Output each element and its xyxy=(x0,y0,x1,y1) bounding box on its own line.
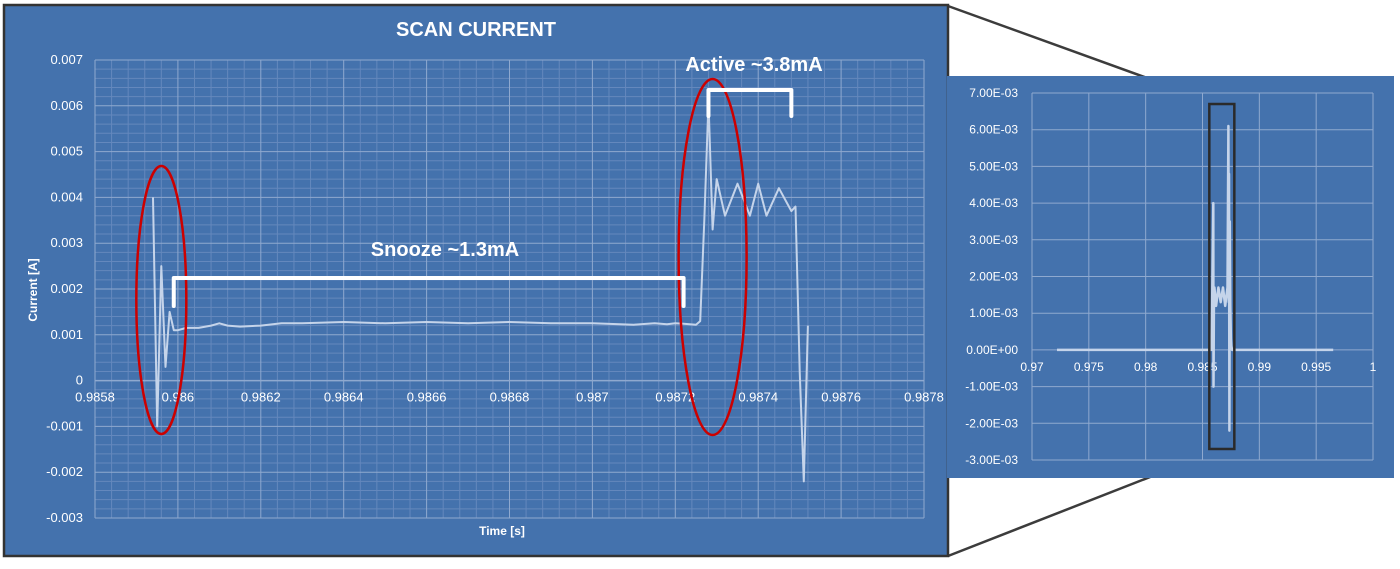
x-tick-label: 0.97 xyxy=(1020,360,1044,374)
y-tick-label: -3.00E-03 xyxy=(965,453,1018,467)
x-tick-label: 0.975 xyxy=(1074,360,1104,374)
snooze-annotation: Snooze ~1.3mA xyxy=(371,239,519,261)
y-tick-label: 0.006 xyxy=(50,98,83,113)
x-tick-label: 0.9872 xyxy=(655,390,695,405)
y-tick-label: 6.00E-03 xyxy=(969,123,1018,137)
x-tick-label: 0.9868 xyxy=(490,390,530,405)
main-gridlines xyxy=(94,59,925,519)
x-tick-label: 0.9878 xyxy=(904,390,944,405)
main-chart: -0.003 -0.002 -0.001 0 0.001 0.002 0.003 0.004 0… xyxy=(2,3,950,558)
y-tick-label: 0.003 xyxy=(50,235,83,250)
x-tick-label: 0.995 xyxy=(1301,360,1331,374)
active-bracket xyxy=(706,88,794,118)
y-tick-label: 0.005 xyxy=(50,144,83,159)
y-tick-label: 3.00E-03 xyxy=(969,233,1018,247)
startup-spike-highlight xyxy=(135,164,188,436)
inset-chart: -3.00E-03 -2.00E-03 -1.00E-03 0.00E+00 1.00E… xyxy=(947,76,1394,478)
y-tick-label: -0.003 xyxy=(46,510,83,525)
x-tick-label: 0.9876 xyxy=(821,390,861,405)
inset-y-tick-labels: -3.00E-03 -2.00E-03 -1.00E-03 0.00E+00 1.00E… xyxy=(965,86,1018,467)
y-tick-label: 4.00E-03 xyxy=(969,196,1018,210)
y-tick-label: -2.00E-03 xyxy=(965,416,1018,430)
main-x-tick-labels: 0.9858 0.986 0.9862 0.9864 0.9866 0.9868 0.987… xyxy=(75,390,944,405)
x-tick-label: 1 xyxy=(1370,360,1377,374)
y-tick-label: 0.007 xyxy=(50,52,83,67)
y-tick-label: 2.00E-03 xyxy=(969,270,1018,284)
y-tick-label: 0.004 xyxy=(50,189,83,204)
main-y-axis-label: Current [A] xyxy=(26,258,40,321)
zoom-region-box xyxy=(1208,102,1236,451)
y-tick-label: -0.002 xyxy=(46,464,83,479)
x-tick-label: 0.9864 xyxy=(324,390,364,405)
x-tick-label: 0.987 xyxy=(576,390,609,405)
y-tick-label: 5.00E-03 xyxy=(969,159,1018,173)
x-tick-label: 0.9862 xyxy=(241,390,281,405)
y-tick-label: 0.001 xyxy=(50,327,83,342)
x-tick-label: 0.99 xyxy=(1248,360,1272,374)
y-tick-label: 0.00E+00 xyxy=(966,343,1018,357)
x-tick-label: 0.9866 xyxy=(407,390,447,405)
active-annotation: Active ~3.8mA xyxy=(685,54,822,76)
active-burst-highlight xyxy=(677,77,748,437)
main-chart-title: SCAN CURRENT xyxy=(396,19,556,41)
snooze-bracket xyxy=(171,276,686,308)
main-y-tick-labels: -0.003 -0.002 -0.001 0 0.001 0.002 0.003 0.004 0… xyxy=(46,52,83,525)
y-tick-label: 0 xyxy=(76,373,83,388)
main-x-axis-label: Time [s] xyxy=(479,524,525,538)
y-tick-label: 0.002 xyxy=(50,281,83,296)
inset-x-tick-labels: 0.97 0.975 0.98 0.985 0.99 0.995 1 xyxy=(1020,360,1376,374)
y-tick-label: 1.00E-03 xyxy=(969,306,1018,320)
main-current-trace xyxy=(152,100,809,483)
x-tick-label: 0.9874 xyxy=(738,390,778,405)
y-tick-label: 7.00E-03 xyxy=(969,86,1018,100)
y-tick-label: -0.001 xyxy=(46,418,83,433)
inset-current-trace xyxy=(1057,124,1334,432)
x-tick-label: 0.9858 xyxy=(75,390,115,405)
y-tick-label: -1.00E-03 xyxy=(965,380,1018,394)
x-tick-label: 0.98 xyxy=(1134,360,1158,374)
